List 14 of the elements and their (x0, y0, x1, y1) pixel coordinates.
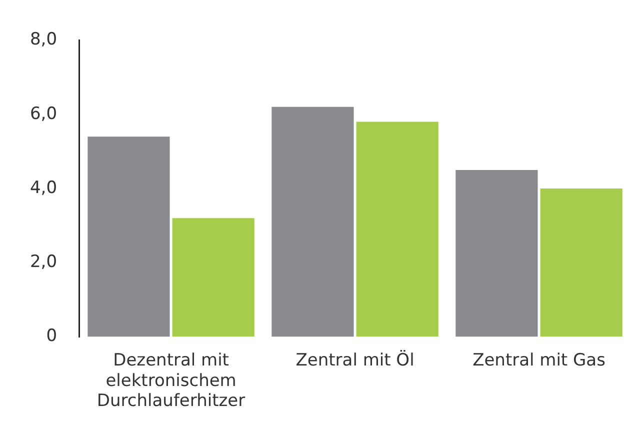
bar (356, 122, 438, 337)
x-tick-label: Dezentral mit elektronischem Durchlauferhitzer (96, 350, 246, 412)
y-tick-label: 8,0 (30, 30, 58, 50)
bar (272, 106, 354, 337)
bar (456, 170, 538, 337)
x-tick-label: Zentral mit Öl (296, 349, 414, 370)
y-tick-label: 0 (46, 326, 58, 346)
bar (540, 188, 622, 337)
y-tick-label: 4,0 (30, 178, 58, 198)
bar (172, 218, 254, 337)
x-tick-label: Zentral mit Gas (472, 350, 606, 370)
y-tick-label: 6,0 (30, 104, 58, 124)
bar (88, 136, 170, 337)
y-tick-label: 2,0 (30, 252, 58, 272)
